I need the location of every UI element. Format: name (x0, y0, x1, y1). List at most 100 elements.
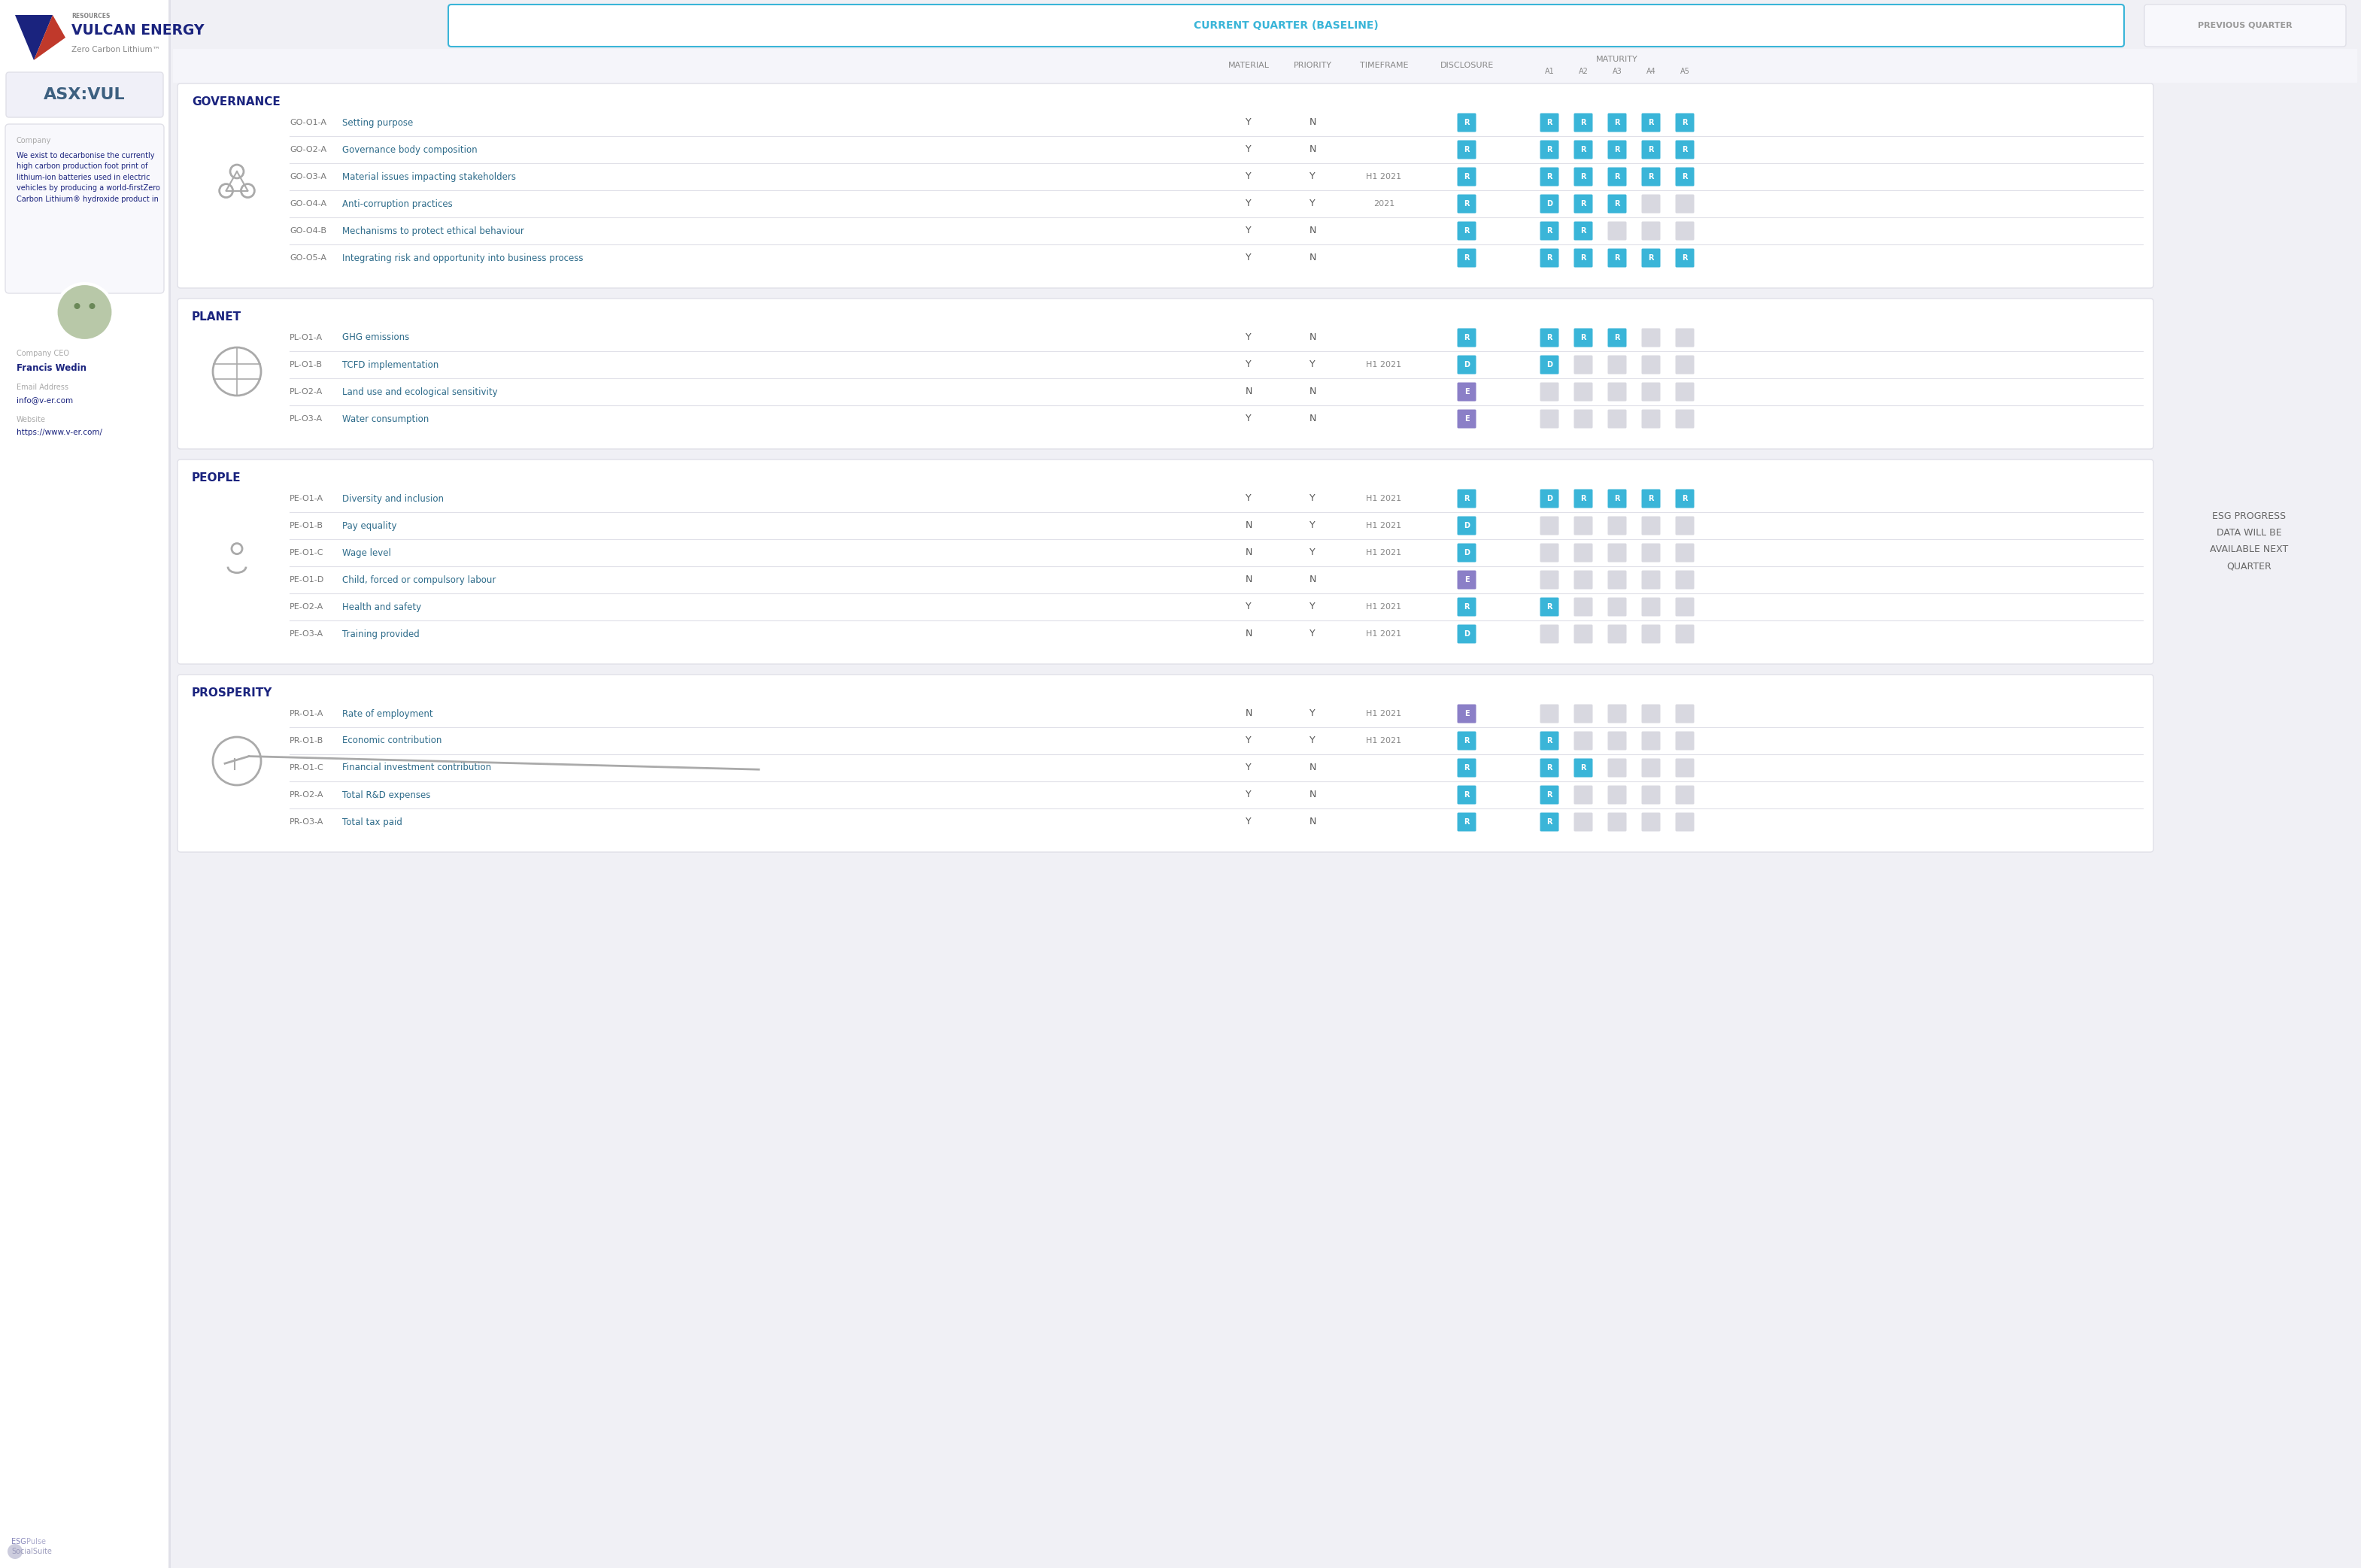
Text: PL-O1-B: PL-O1-B (290, 361, 323, 368)
FancyBboxPatch shape (1676, 624, 1695, 643)
Text: E: E (1464, 387, 1469, 395)
FancyBboxPatch shape (1539, 113, 1558, 132)
Text: Y: Y (1247, 359, 1251, 370)
Text: N: N (1308, 764, 1315, 773)
FancyBboxPatch shape (1457, 489, 1476, 508)
Text: PL-O2-A: PL-O2-A (290, 387, 323, 395)
Text: R: R (1615, 119, 1620, 127)
FancyBboxPatch shape (1457, 571, 1476, 590)
Text: H1 2021: H1 2021 (1367, 737, 1402, 745)
Text: D: D (1546, 201, 1554, 207)
FancyBboxPatch shape (1457, 597, 1476, 616)
FancyBboxPatch shape (1676, 597, 1695, 616)
Text: D: D (1546, 361, 1554, 368)
Text: R: R (1615, 201, 1620, 207)
Text: R: R (1580, 334, 1587, 342)
FancyBboxPatch shape (1608, 249, 1627, 268)
Text: Email Address: Email Address (17, 384, 68, 390)
Text: R: R (1546, 334, 1551, 342)
FancyBboxPatch shape (1539, 812, 1558, 831)
FancyBboxPatch shape (1457, 544, 1476, 563)
Text: Zero Carbon Lithium™: Zero Carbon Lithium™ (71, 45, 161, 53)
FancyBboxPatch shape (1641, 786, 1660, 804)
Text: R: R (1580, 764, 1587, 771)
FancyBboxPatch shape (1575, 786, 1594, 804)
Text: Y: Y (1310, 547, 1315, 558)
Text: R: R (1580, 227, 1587, 235)
FancyBboxPatch shape (1575, 544, 1594, 563)
Text: R: R (1681, 172, 1688, 180)
Text: SocialSuite: SocialSuite (12, 1548, 52, 1555)
FancyBboxPatch shape (1575, 704, 1594, 723)
Text: Y: Y (1247, 144, 1251, 155)
Text: R: R (1464, 334, 1469, 342)
Text: Website: Website (17, 416, 45, 423)
FancyBboxPatch shape (1575, 409, 1594, 428)
FancyBboxPatch shape (1676, 544, 1695, 563)
Text: N: N (1308, 252, 1315, 263)
FancyBboxPatch shape (1457, 624, 1476, 643)
FancyBboxPatch shape (1539, 140, 1558, 158)
Polygon shape (33, 16, 66, 60)
Text: R: R (1615, 146, 1620, 154)
FancyBboxPatch shape (1676, 113, 1695, 132)
Text: https://www.v-er.com/: https://www.v-er.com/ (17, 428, 102, 436)
Text: Training provided: Training provided (342, 629, 420, 638)
FancyBboxPatch shape (1539, 571, 1558, 590)
FancyBboxPatch shape (1575, 624, 1594, 643)
Text: Y: Y (1310, 359, 1315, 370)
Text: R: R (1546, 818, 1551, 826)
FancyBboxPatch shape (1539, 624, 1558, 643)
FancyBboxPatch shape (1457, 759, 1476, 778)
Text: Y: Y (1247, 199, 1251, 209)
FancyBboxPatch shape (1641, 489, 1660, 508)
Text: R: R (1648, 495, 1653, 502)
FancyBboxPatch shape (1575, 194, 1594, 213)
FancyBboxPatch shape (1676, 516, 1695, 535)
Text: N: N (1308, 414, 1315, 423)
Text: R: R (1464, 604, 1469, 610)
FancyBboxPatch shape (1575, 383, 1594, 401)
Text: PR-O1-A: PR-O1-A (290, 710, 323, 718)
Text: PE-O1-D: PE-O1-D (290, 575, 323, 583)
FancyBboxPatch shape (1457, 249, 1476, 268)
Bar (172, 49, 2356, 83)
FancyBboxPatch shape (1676, 168, 1695, 187)
FancyBboxPatch shape (1608, 704, 1627, 723)
FancyBboxPatch shape (1457, 221, 1476, 240)
Text: H1 2021: H1 2021 (1367, 361, 1402, 368)
Text: Y: Y (1310, 494, 1315, 503)
FancyBboxPatch shape (1641, 812, 1660, 831)
Text: PREVIOUS QUARTER: PREVIOUS QUARTER (2198, 22, 2293, 30)
Text: info@v-er.com: info@v-er.com (17, 397, 73, 405)
Text: RESOURCES: RESOURCES (71, 13, 111, 19)
Text: R: R (1464, 227, 1469, 235)
Text: H1 2021: H1 2021 (1367, 604, 1402, 610)
FancyBboxPatch shape (1575, 356, 1594, 375)
Text: Y: Y (1247, 790, 1251, 800)
FancyBboxPatch shape (1608, 383, 1627, 401)
Text: R: R (1580, 201, 1587, 207)
FancyBboxPatch shape (1575, 328, 1594, 347)
Circle shape (7, 1544, 24, 1559)
Text: N: N (1244, 547, 1251, 558)
Text: R: R (1681, 146, 1688, 154)
Text: PE-O1-A: PE-O1-A (290, 495, 323, 502)
Text: R: R (1648, 172, 1653, 180)
FancyBboxPatch shape (1539, 544, 1558, 563)
FancyBboxPatch shape (1608, 812, 1627, 831)
Text: N: N (1308, 790, 1315, 800)
FancyBboxPatch shape (1457, 168, 1476, 187)
Text: Total tax paid: Total tax paid (342, 817, 401, 826)
FancyBboxPatch shape (1575, 571, 1594, 590)
FancyBboxPatch shape (1608, 328, 1627, 347)
Text: R: R (1648, 119, 1653, 127)
FancyBboxPatch shape (1676, 704, 1695, 723)
FancyBboxPatch shape (1539, 194, 1558, 213)
FancyBboxPatch shape (1539, 597, 1558, 616)
FancyBboxPatch shape (1539, 489, 1558, 508)
FancyBboxPatch shape (1676, 409, 1695, 428)
FancyBboxPatch shape (1676, 571, 1695, 590)
FancyBboxPatch shape (1457, 812, 1476, 831)
Text: R: R (1615, 495, 1620, 502)
